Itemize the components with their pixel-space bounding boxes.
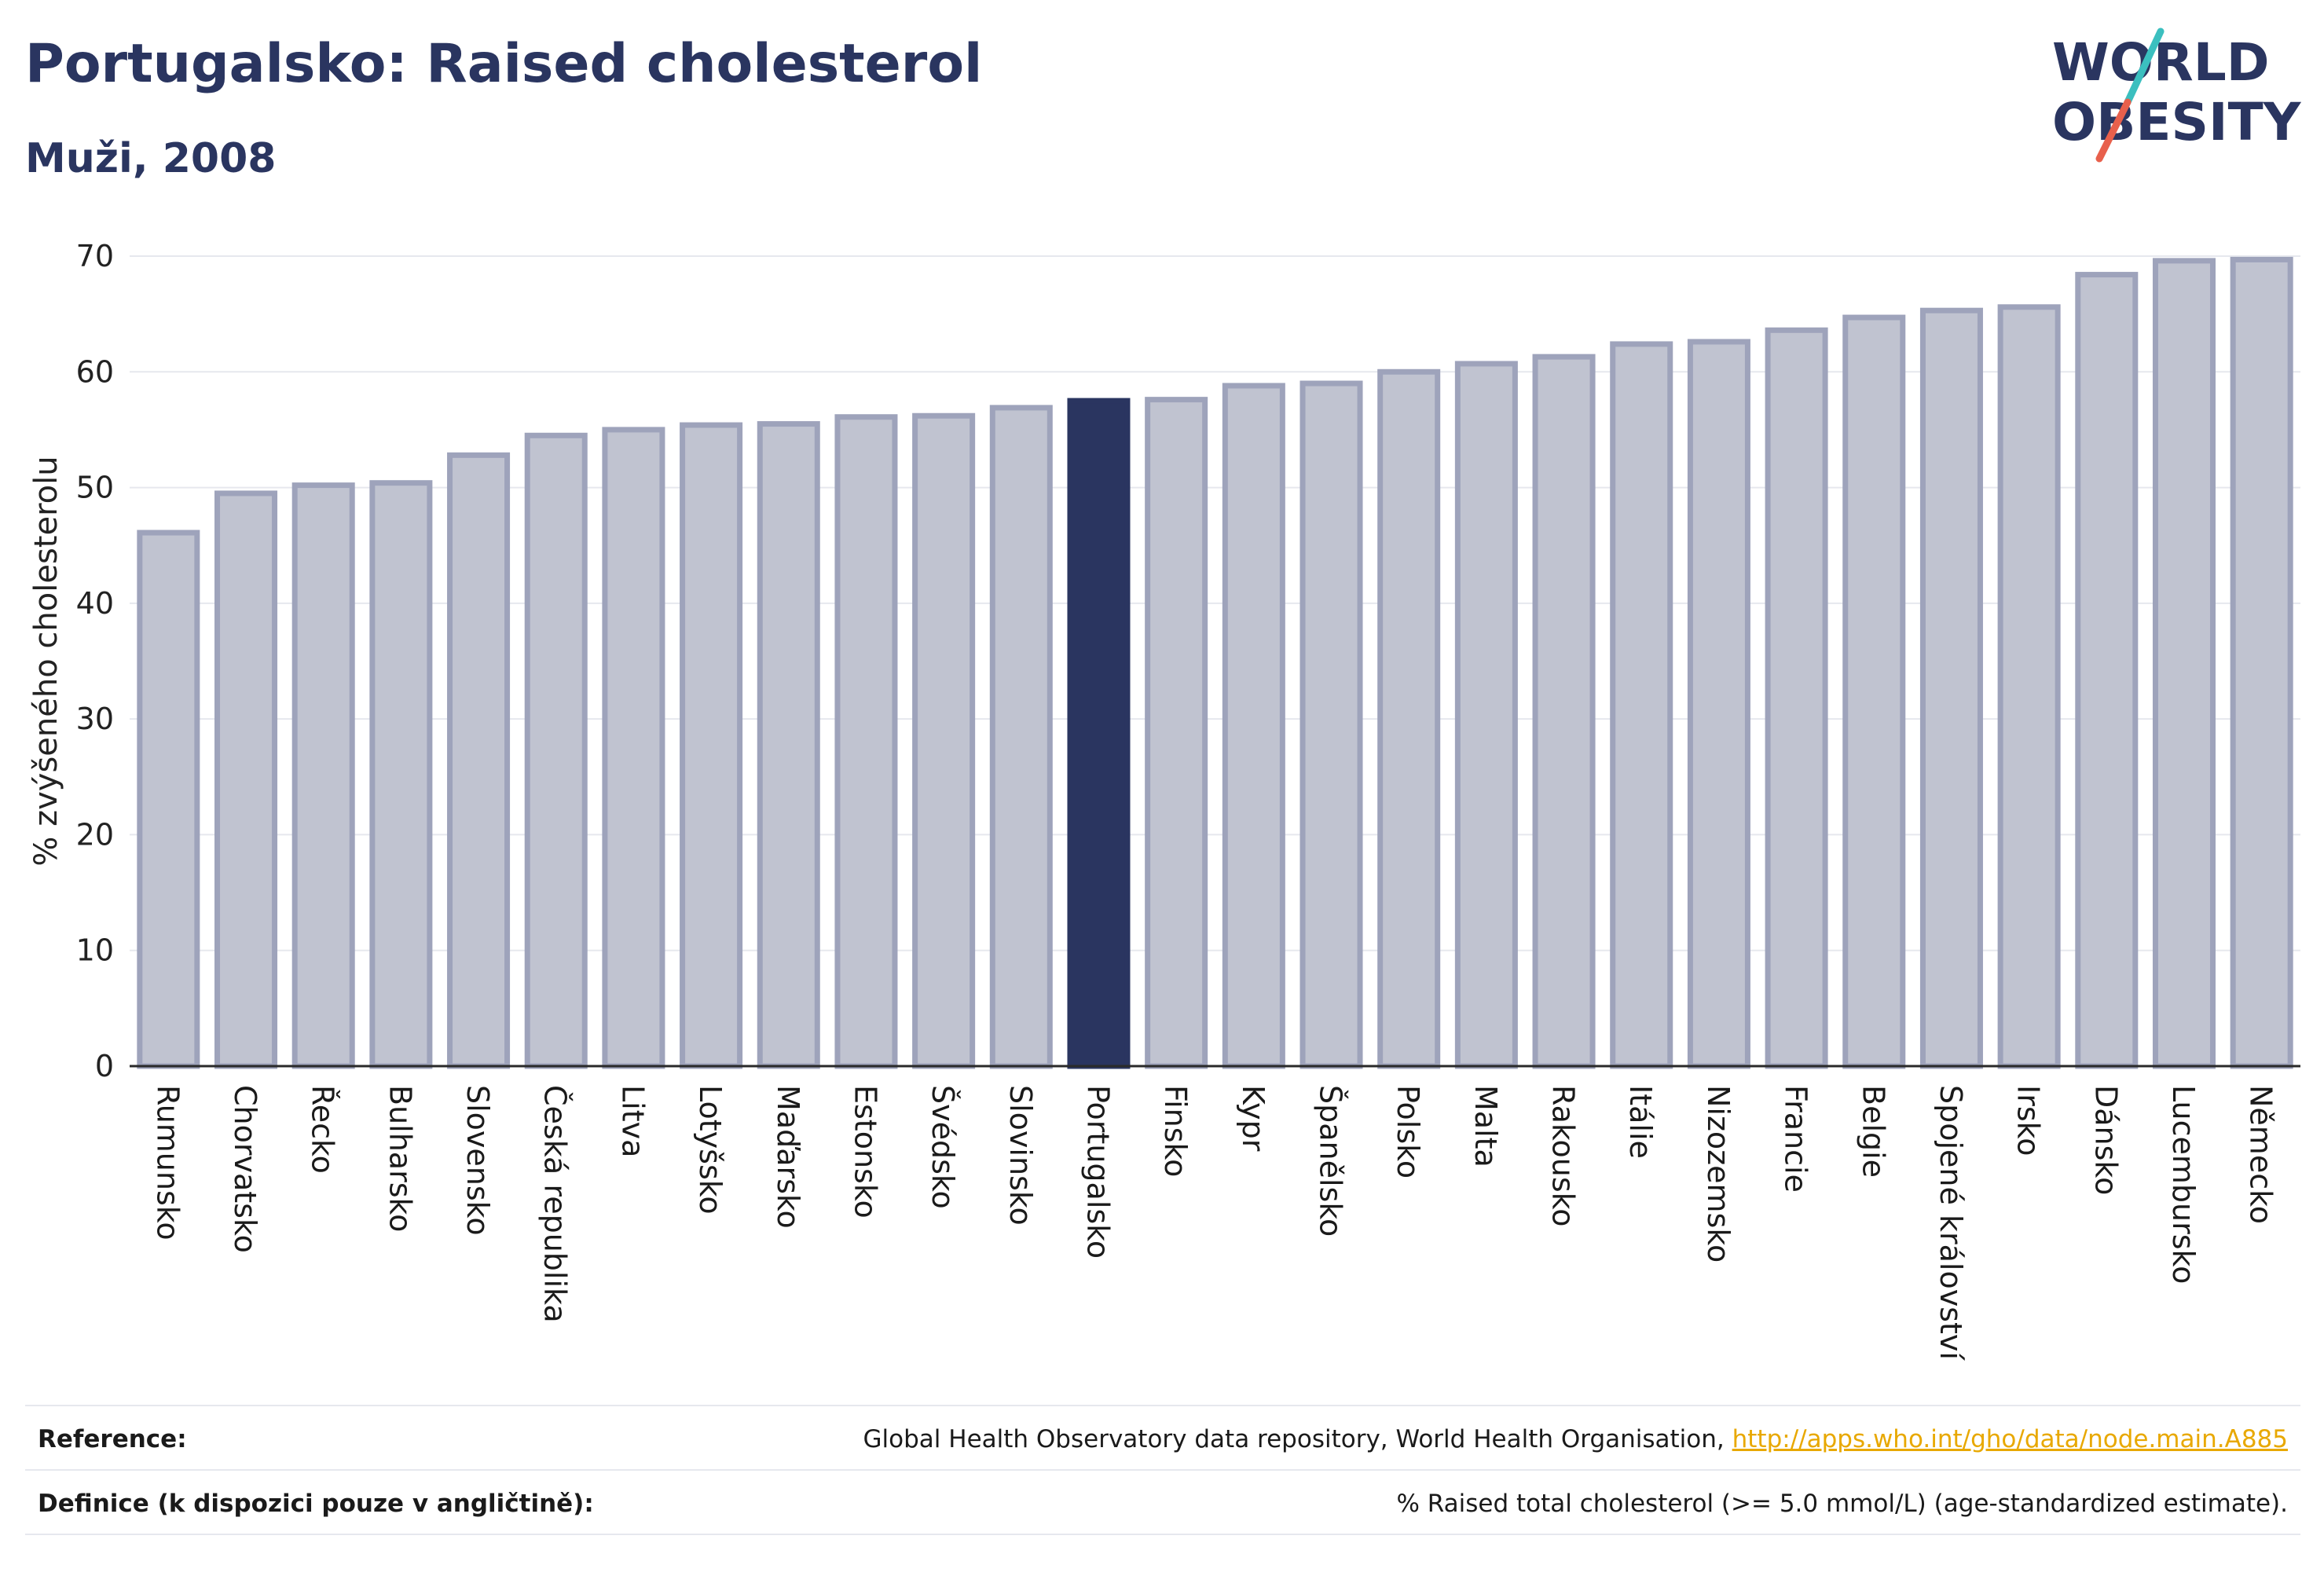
- bar: [1842, 314, 1906, 1069]
- bar: [369, 480, 433, 1069]
- bar: [680, 422, 743, 1069]
- bar: [2152, 258, 2216, 1069]
- x-tick-label: Estonsko: [848, 1085, 882, 1219]
- bar: [1997, 304, 2061, 1069]
- definition-row: Definice (k dispozici pouze v angličtině…: [25, 1490, 2300, 1529]
- x-tick-label: Francie: [1779, 1085, 1813, 1193]
- x-tick-label: Německo: [2244, 1085, 2278, 1224]
- x-tick-label: Slovensko: [460, 1085, 495, 1236]
- x-tick-label: Finsko: [1158, 1085, 1193, 1177]
- x-tick-label: Kypr: [1236, 1085, 1270, 1152]
- bar: [912, 412, 976, 1069]
- reference-row: Reference: Global Health Observatory dat…: [25, 1425, 2300, 1464]
- reference-label: Reference:: [38, 1425, 187, 1453]
- bar: [1532, 354, 1596, 1069]
- page-title: Portugalsko: Raised cholesterol: [25, 33, 983, 95]
- x-tick-label: Řecko: [306, 1085, 340, 1174]
- x-tick-label: Itálie: [1623, 1085, 1658, 1159]
- bar: [1145, 397, 1208, 1069]
- footer-divider-top: [25, 1405, 2300, 1406]
- y-tick-label: 40: [76, 586, 114, 621]
- y-axis-label: % zvýšeného cholesterolu: [28, 456, 64, 866]
- y-tick-label: 50: [76, 471, 114, 505]
- x-tick-label: Dánsko: [2088, 1085, 2123, 1195]
- logo-slash-red: [2095, 98, 2132, 163]
- page-subtitle: Muži, 2008: [25, 135, 277, 182]
- x-tick-label: Slovinsko: [1003, 1085, 1038, 1226]
- x-tick-label: Rumunsko: [150, 1085, 185, 1241]
- world-obesity-logo: WORLD OBESITY: [2052, 27, 2302, 163]
- y-tick-label: 10: [76, 933, 114, 968]
- footer-divider-middle: [25, 1469, 2300, 1471]
- footer-divider-bottom: [25, 1534, 2300, 1535]
- bar: [602, 427, 665, 1069]
- x-tick-label: Litva: [615, 1085, 650, 1157]
- bar: [757, 421, 820, 1069]
- x-tick-label: Nizozemsko: [1701, 1085, 1736, 1263]
- x-tick-label: Chorvatsko: [228, 1085, 262, 1253]
- bar: [1454, 361, 1518, 1069]
- bar: [1765, 327, 1828, 1069]
- bar: [1377, 368, 1441, 1069]
- bar: [2230, 256, 2293, 1069]
- x-tick-label: Belgie: [1856, 1085, 1890, 1178]
- x-tick-label: Malta: [1468, 1085, 1503, 1167]
- bar: [291, 482, 355, 1069]
- reference-text: Global Health Observatory data repositor…: [863, 1425, 1732, 1453]
- bar: [1222, 383, 1285, 1069]
- reference-value: Global Health Observatory data repositor…: [863, 1425, 2288, 1453]
- y-tick-label: 0: [95, 1049, 114, 1083]
- x-tick-label: Bulharsko: [383, 1085, 417, 1232]
- bar: [137, 530, 200, 1069]
- x-tick-label: Irsko: [2011, 1085, 2046, 1156]
- x-tick-label: Polsko: [1391, 1085, 1425, 1178]
- y-tick-label: 70: [76, 239, 114, 273]
- bar: [1687, 339, 1750, 1069]
- x-tick-label: Lucembursko: [2166, 1085, 2201, 1284]
- bar: [989, 405, 1053, 1069]
- logo-line2: OBESITY: [2052, 92, 2302, 152]
- bar: [834, 414, 898, 1069]
- bar: [1067, 398, 1131, 1069]
- definition-value: % Raised total cholesterol (>= 5.0 mmol/…: [1396, 1490, 2288, 1518]
- x-tick-label: Lotyšsko: [693, 1085, 728, 1215]
- y-tick-label: 60: [76, 354, 114, 389]
- logo-line1: WORLD: [2052, 32, 2270, 93]
- bar: [1919, 307, 1983, 1069]
- x-tick-label: Maďarsko: [771, 1085, 805, 1229]
- bar: [1610, 341, 1673, 1069]
- x-tick-label: Spojené království: [1934, 1085, 1968, 1361]
- x-tick-label: Rakousko: [1546, 1085, 1581, 1227]
- x-tick-label: Španělsko: [1314, 1085, 1348, 1237]
- bar: [447, 452, 511, 1069]
- x-tick-label: Česká republika: [538, 1085, 573, 1323]
- y-tick-label: 20: [76, 817, 114, 852]
- bar: [524, 432, 588, 1069]
- reference-link[interactable]: http://apps.who.int/gho/data/node.main.A…: [1732, 1425, 2288, 1453]
- x-tick-label: Švédsko: [926, 1085, 960, 1209]
- x-tick-label: Portugalsko: [1080, 1085, 1115, 1259]
- bar-chart: 0 10 20 30 40 50 60 70 % zvýšeného cholesterolu R…: [28, 239, 2300, 1361]
- bar: [2075, 272, 2139, 1069]
- definition-label: Definice (k dispozici pouze v angličtině…: [38, 1490, 594, 1518]
- bar: [1299, 380, 1363, 1069]
- y-tick-label: 30: [76, 702, 114, 736]
- bar: [214, 490, 278, 1069]
- logo-slash-teal: [2124, 27, 2165, 106]
